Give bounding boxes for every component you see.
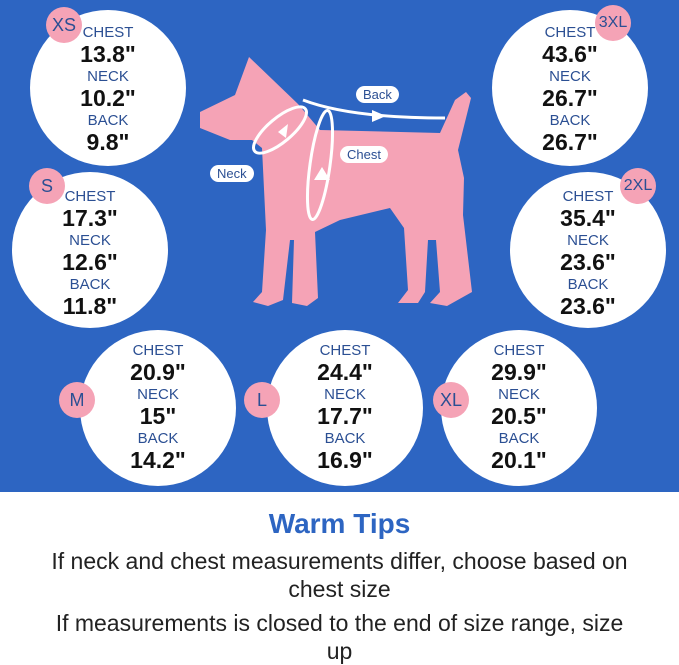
back-label: BACK [324,430,366,447]
size-badge-m: M [59,382,95,418]
back-value: 26.7" [542,129,598,155]
size-badge-3xl: 3XL [595,5,631,41]
neck-value: 23.6" [560,249,616,275]
neck-label: Neck [210,165,254,182]
dog-diagram [200,57,472,306]
size-badge-l: L [244,382,280,418]
warm-tips: Warm Tips If neck and chest measurements… [0,505,679,665]
size-badge-s: S [29,168,65,204]
dog-silhouette [200,57,472,306]
chest-value: 29.9" [491,359,547,385]
neck-label: NECK [137,386,179,403]
tip-1: If neck and chest measurements differ, c… [51,548,628,602]
back-label: Back [356,86,399,103]
chest-value: 35.4" [560,205,616,231]
chest-label: CHEST [544,24,596,41]
chest-label: CHEST [562,188,614,205]
back-measure-line [302,98,446,120]
tips-title: Warm Tips [268,508,411,539]
neck-value: 26.7" [542,85,598,111]
chest-measure-loop [305,109,335,221]
neck-value: 17.7" [317,403,373,429]
back-label: BACK [137,430,179,447]
size-circle-m: CHEST 20.9" NECK 15" BACK 14.2" [80,330,236,486]
back-value: 20.1" [491,447,547,473]
neck-value: 10.2" [80,85,136,111]
neck-measure-loop [252,105,308,155]
back-value: 9.8" [86,129,130,155]
back-label: BACK [69,276,111,293]
size-badge-xl: XL [433,382,469,418]
neck-value: 15" [139,403,177,429]
chest-value: 13.8" [80,41,136,67]
neck-label: NECK [69,232,111,249]
chest-label: CHEST [493,342,545,359]
neck-label: NECK [324,386,366,403]
neck-label: NECK [87,68,129,85]
chest-label: CHEST [64,188,116,205]
size-circle-2xl: CHEST 35.4" NECK 23.6" BACK 23.6" [510,172,666,328]
chest-value: 24.4" [317,359,373,385]
tip-2: If measurements is closed to the end of … [55,610,624,664]
chest-value: 20.9" [130,359,186,385]
chest-label: CHEST [132,342,184,359]
back-arrow-icon [372,110,386,122]
neck-arrow-icon [278,124,288,138]
neck-value: 20.5" [491,403,547,429]
neck-label: NECK [498,386,540,403]
neck-label: NECK [549,68,591,85]
size-badge-2xl: 2XL [620,168,656,204]
chest-label: CHEST [82,24,134,41]
back-value: 11.8" [62,293,118,319]
chest-value: 17.3" [62,205,118,231]
back-label: BACK [498,430,540,447]
chest-value: 43.6" [542,41,598,67]
back-value: 14.2" [130,447,186,473]
size-circle-xs: CHEST 13.8" NECK 10.2" BACK 9.8" [30,10,186,166]
back-value: 16.9" [317,447,373,473]
back-value: 23.6" [560,293,616,319]
back-label: BACK [549,112,591,129]
size-badge-xs: XS [46,7,82,43]
size-chart-panel: Back Chest Neck CHEST 13.8" NECK 10.2" BAC… [0,0,679,492]
chest-label: CHEST [319,342,371,359]
back-label: BACK [87,112,129,129]
neck-label: NECK [567,232,609,249]
chest-arrow-icon [314,167,330,180]
chest-label: Chest [340,146,388,163]
neck-value: 12.6" [62,249,118,275]
back-label: BACK [567,276,609,293]
size-circle-l: CHEST 24.4" NECK 17.7" BACK 16.9" [267,330,423,486]
